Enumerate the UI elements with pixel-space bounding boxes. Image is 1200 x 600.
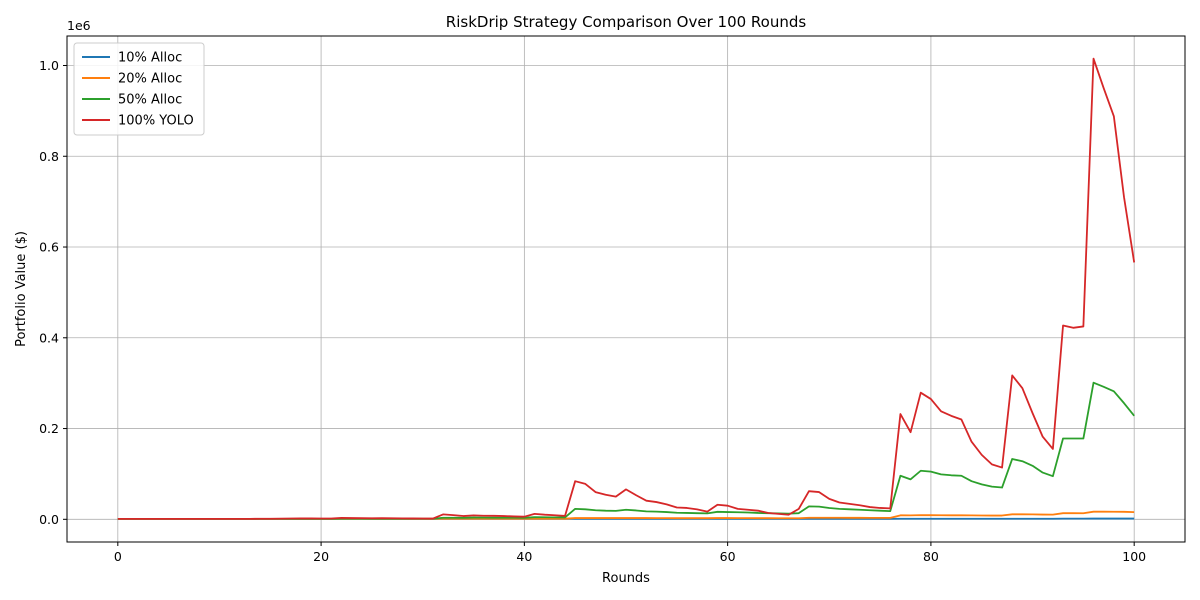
y-tick-label: 0.8 [39, 149, 59, 164]
axis-ticks: 0 20 40 60 80 100 0.0 0.2 0.4 0.6 0.8 1.0 [39, 58, 1146, 564]
y-tick-label: 0.2 [39, 421, 59, 436]
x-tick-label: 0 [114, 549, 122, 564]
y-tick-label: 1.0 [39, 58, 59, 73]
y-tick-label: 0.6 [39, 240, 59, 255]
x-axis-label: Rounds [602, 571, 650, 586]
y-tick-label: 0.0 [39, 512, 59, 527]
series-line [117, 57, 1136, 520]
y-axis-offset-label: 1e6 [67, 18, 91, 33]
x-tick-label: 20 [313, 549, 329, 564]
x-tick-label: 80 [923, 549, 939, 564]
x-tick-label: 60 [720, 549, 736, 564]
legend-entry: 50% Alloc [118, 93, 182, 108]
legend-entry: 20% Alloc [118, 72, 182, 87]
legend-entry: 100% YOLO [118, 114, 194, 129]
x-tick-label: 40 [516, 549, 532, 564]
x-tick-label: 100 [1122, 549, 1146, 564]
plot-area-frame [66, 35, 1186, 543]
chart-title: RiskDrip Strategy Comparison Over 100 Ro… [446, 13, 807, 31]
legend-box [73, 42, 205, 136]
y-axis-label: Portfolio Value ($) [14, 231, 29, 347]
legend-entry: 10% Alloc [118, 51, 182, 66]
legend: 10% Alloc 20% Alloc 50% Alloc 100% YOLO [73, 42, 205, 136]
series-lines [117, 57, 1136, 520]
y-tick-label: 0.4 [39, 330, 59, 345]
